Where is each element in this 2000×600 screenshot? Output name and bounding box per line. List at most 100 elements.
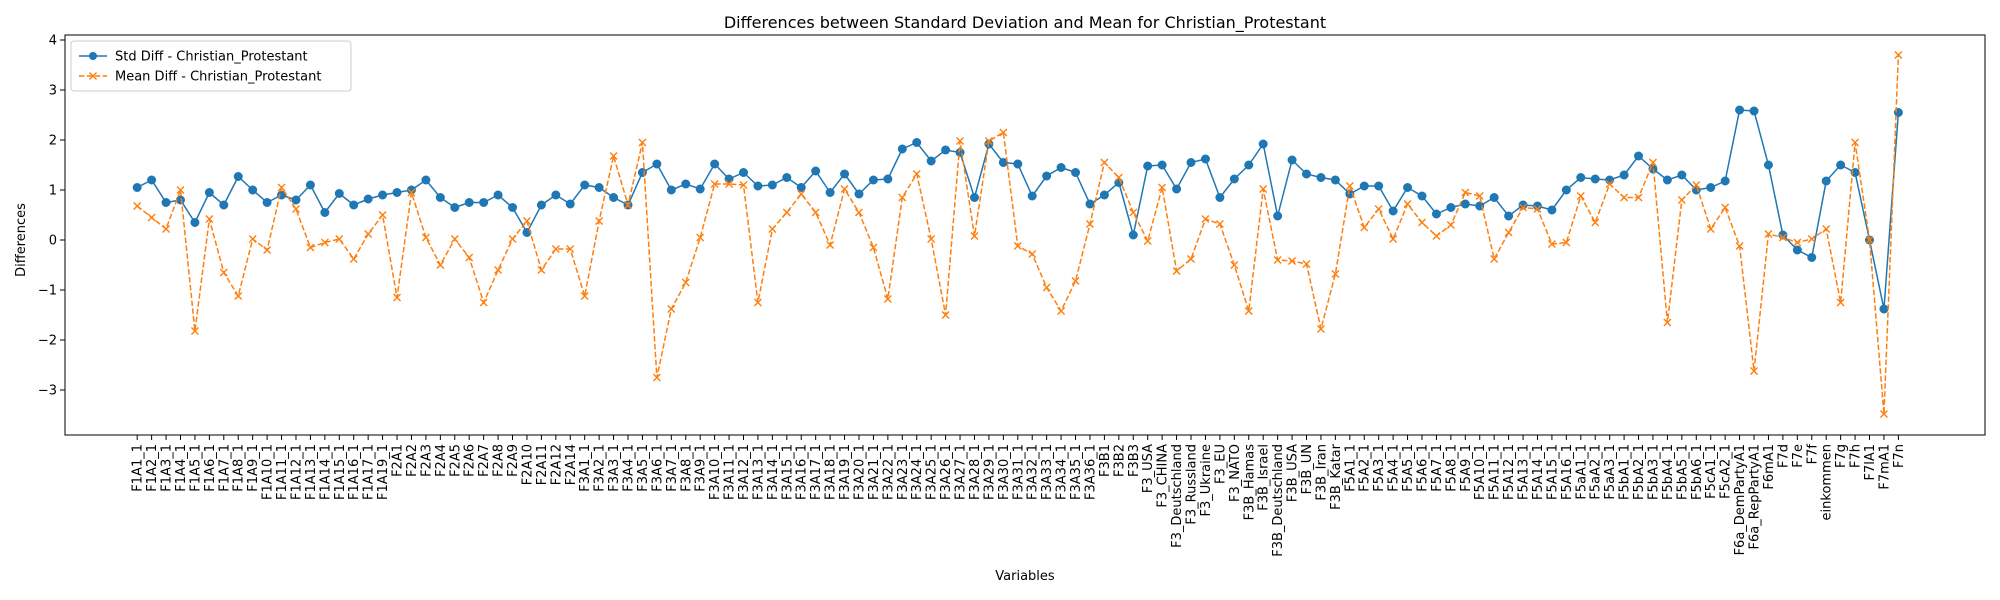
series-1-point — [436, 261, 445, 269]
x-tick-label: F5A11_1 — [1488, 444, 1503, 500]
series-0-point — [609, 193, 619, 202]
series-0-point — [1359, 181, 1369, 191]
x-tick-label: F7d — [1776, 444, 1791, 468]
series-1-point — [1793, 238, 1802, 247]
x-tick-label: F3A26_1 — [939, 444, 954, 500]
x-tick-label: F5A5_1 — [1401, 444, 1416, 492]
y-tick-label: −3 — [38, 384, 57, 399]
series-1-point — [1085, 220, 1094, 228]
x-tick-label: F1A11_1 — [275, 444, 290, 500]
series-1-point — [1057, 307, 1066, 315]
x-tick-label: F2A3 — [419, 444, 434, 477]
series-0-point — [1042, 171, 1052, 181]
series-0-point — [1590, 174, 1600, 184]
series-1-point — [681, 278, 690, 287]
x-tick-label: F2A9 — [506, 444, 521, 477]
x-tick-label: F3A14_1 — [766, 444, 781, 500]
x-tick-label: F5A12_1 — [1502, 444, 1517, 500]
x-tick-label: F5aA1_1 — [1574, 444, 1589, 500]
series-1-point — [927, 235, 936, 243]
series-0-point — [969, 193, 979, 202]
series-0-point — [190, 218, 200, 227]
x-tick-label: F3B2 — [1112, 444, 1127, 477]
x-tick-label: F3A36_1 — [1083, 444, 1098, 500]
y-axis: −3 −2 −1 0 1 2 3 4 — [38, 34, 65, 399]
series-0-point — [349, 200, 359, 210]
x-tick-label: F1A14_1 — [318, 444, 333, 500]
series-0-point — [1720, 176, 1730, 186]
x-tick-label: F3B1 — [1098, 444, 1113, 477]
series-1-point — [147, 213, 156, 222]
series-0-point — [681, 179, 691, 189]
x-tick-label: F3A8_1 — [679, 444, 694, 492]
x-tick-label: F5A9_1 — [1459, 444, 1474, 492]
series-1-point — [176, 186, 185, 194]
series-1-point — [1648, 158, 1657, 167]
series-1-point — [768, 225, 777, 233]
x-tick-label: F6a_RepPartyA1 — [1748, 444, 1763, 549]
x-tick-label: F5bA6_1 — [1690, 444, 1705, 500]
series-0-point — [912, 138, 922, 147]
series-1-point — [1345, 182, 1354, 190]
x-tick-label: F3A31_1 — [1011, 444, 1026, 500]
series-1-point — [277, 183, 286, 192]
series-1-point — [1042, 283, 1051, 292]
series-0-point — [1071, 168, 1081, 177]
series-0-point — [998, 158, 1008, 167]
series-1-point — [1778, 233, 1787, 242]
series-1-point — [1432, 232, 1441, 240]
series-1-point — [393, 293, 402, 302]
series-1-point — [1807, 235, 1816, 243]
x-tick-label: F1A3_1 — [160, 444, 175, 492]
x-tick-label: F5A16_1 — [1560, 444, 1575, 500]
series-1-point — [1836, 298, 1845, 307]
series-1-point — [421, 233, 430, 242]
series-0-point — [1027, 191, 1037, 201]
x-tick-label: F3_Deutschland — [1170, 444, 1185, 548]
series-0-point — [565, 199, 575, 209]
x-tick-label: F1A10_1 — [261, 444, 276, 500]
series-0-point — [840, 169, 850, 179]
series-0-point — [1706, 183, 1716, 192]
series-1-point — [479, 298, 488, 307]
x-tick-label: F5A8_1 — [1444, 444, 1459, 492]
y-tick-label: 2 — [49, 134, 57, 149]
x-tick-label: F5bA3_1 — [1646, 444, 1661, 500]
x-axis: F1A1_1 F1A2_1 F1A3_1 F1A4_1 F1A5_1 F1A6_1 F1A7… — [131, 435, 1907, 557]
x-tick-label: F5A7_1 — [1430, 444, 1445, 492]
series-1-point — [609, 152, 618, 160]
series-1-point — [1244, 307, 1253, 315]
series-1-point — [883, 295, 892, 303]
x-tick-label: F3A29_1 — [982, 444, 997, 500]
series-1-point — [205, 215, 214, 223]
x-tick-label: F3B_Hamas — [1242, 444, 1257, 521]
series-1-point — [1620, 193, 1629, 202]
x-tick-label: F3A4_1 — [622, 444, 637, 492]
series-1-point — [1013, 242, 1022, 250]
series-0-point — [1662, 175, 1672, 185]
x-tick-label: F1A19_1 — [376, 444, 391, 500]
series-1-point — [508, 235, 517, 243]
series-1-point — [1374, 205, 1383, 213]
series-0-point — [1807, 253, 1817, 262]
x-tick-label: F3A13_1 — [751, 444, 766, 500]
series-1-point — [869, 243, 878, 252]
series-1-point — [1461, 188, 1470, 197]
series-0-point — [1143, 161, 1153, 171]
x-tick-label: F5bA4_1 — [1661, 444, 1676, 500]
series-1-point — [638, 138, 647, 147]
series-0-point — [1330, 175, 1340, 185]
y-tick-label: −1 — [38, 284, 57, 299]
series-1-point — [624, 201, 633, 209]
series-1-point — [941, 311, 950, 319]
x-tick-label: F5bA2_1 — [1632, 444, 1647, 500]
series-0-point — [1273, 211, 1283, 221]
x-tick-label: F3B_USA — [1286, 444, 1301, 502]
x-tick-label: F1A1_1 — [131, 444, 146, 492]
series-0-point — [1215, 193, 1225, 202]
series-1-point — [753, 298, 762, 307]
x-tick-label: F3A1_1 — [578, 444, 593, 492]
series-1-point — [1692, 181, 1701, 189]
series-0-point — [767, 180, 777, 190]
series-line-1 — [136, 54, 1900, 415]
